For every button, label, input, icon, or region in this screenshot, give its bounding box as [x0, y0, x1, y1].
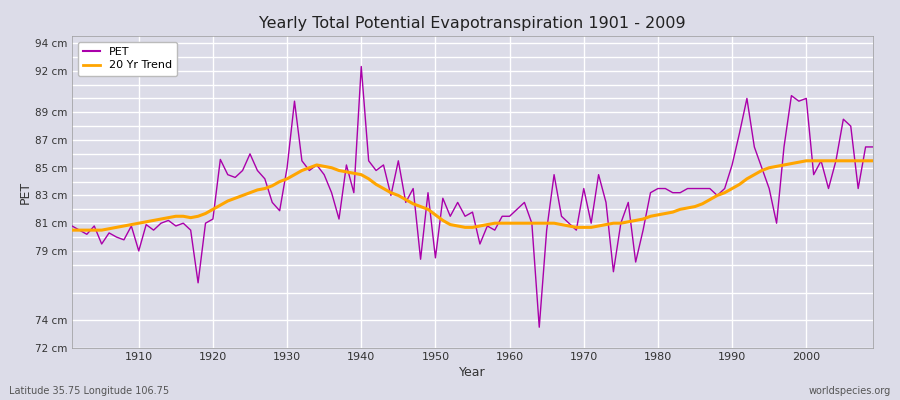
PET	[356, 64, 366, 69]
20 Yr Trend	[593, 224, 604, 228]
PET	[289, 99, 300, 104]
Text: Latitude 35.75 Longitude 106.75: Latitude 35.75 Longitude 106.75	[9, 386, 169, 396]
20 Yr Trend	[126, 222, 137, 227]
20 Yr Trend	[868, 158, 878, 163]
PET	[126, 224, 137, 228]
20 Yr Trend	[334, 168, 345, 173]
Legend: PET, 20 Yr Trend: PET, 20 Yr Trend	[77, 42, 177, 76]
PET	[504, 214, 515, 219]
PET	[534, 325, 544, 330]
Y-axis label: PET: PET	[18, 180, 32, 204]
20 Yr Trend	[504, 221, 515, 226]
20 Yr Trend	[497, 221, 508, 226]
PET	[511, 207, 522, 212]
PET	[67, 224, 77, 228]
Line: 20 Yr Trend: 20 Yr Trend	[72, 161, 873, 230]
PET	[608, 269, 619, 274]
Text: worldspecies.org: worldspecies.org	[809, 386, 891, 396]
20 Yr Trend	[67, 228, 77, 232]
Title: Yearly Total Potential Evapotranspiration 1901 - 2009: Yearly Total Potential Evapotranspiratio…	[259, 16, 686, 31]
20 Yr Trend	[801, 158, 812, 163]
PET	[334, 217, 345, 222]
Line: PET: PET	[72, 66, 873, 327]
PET	[868, 144, 878, 149]
X-axis label: Year: Year	[459, 366, 486, 379]
20 Yr Trend	[289, 172, 300, 177]
